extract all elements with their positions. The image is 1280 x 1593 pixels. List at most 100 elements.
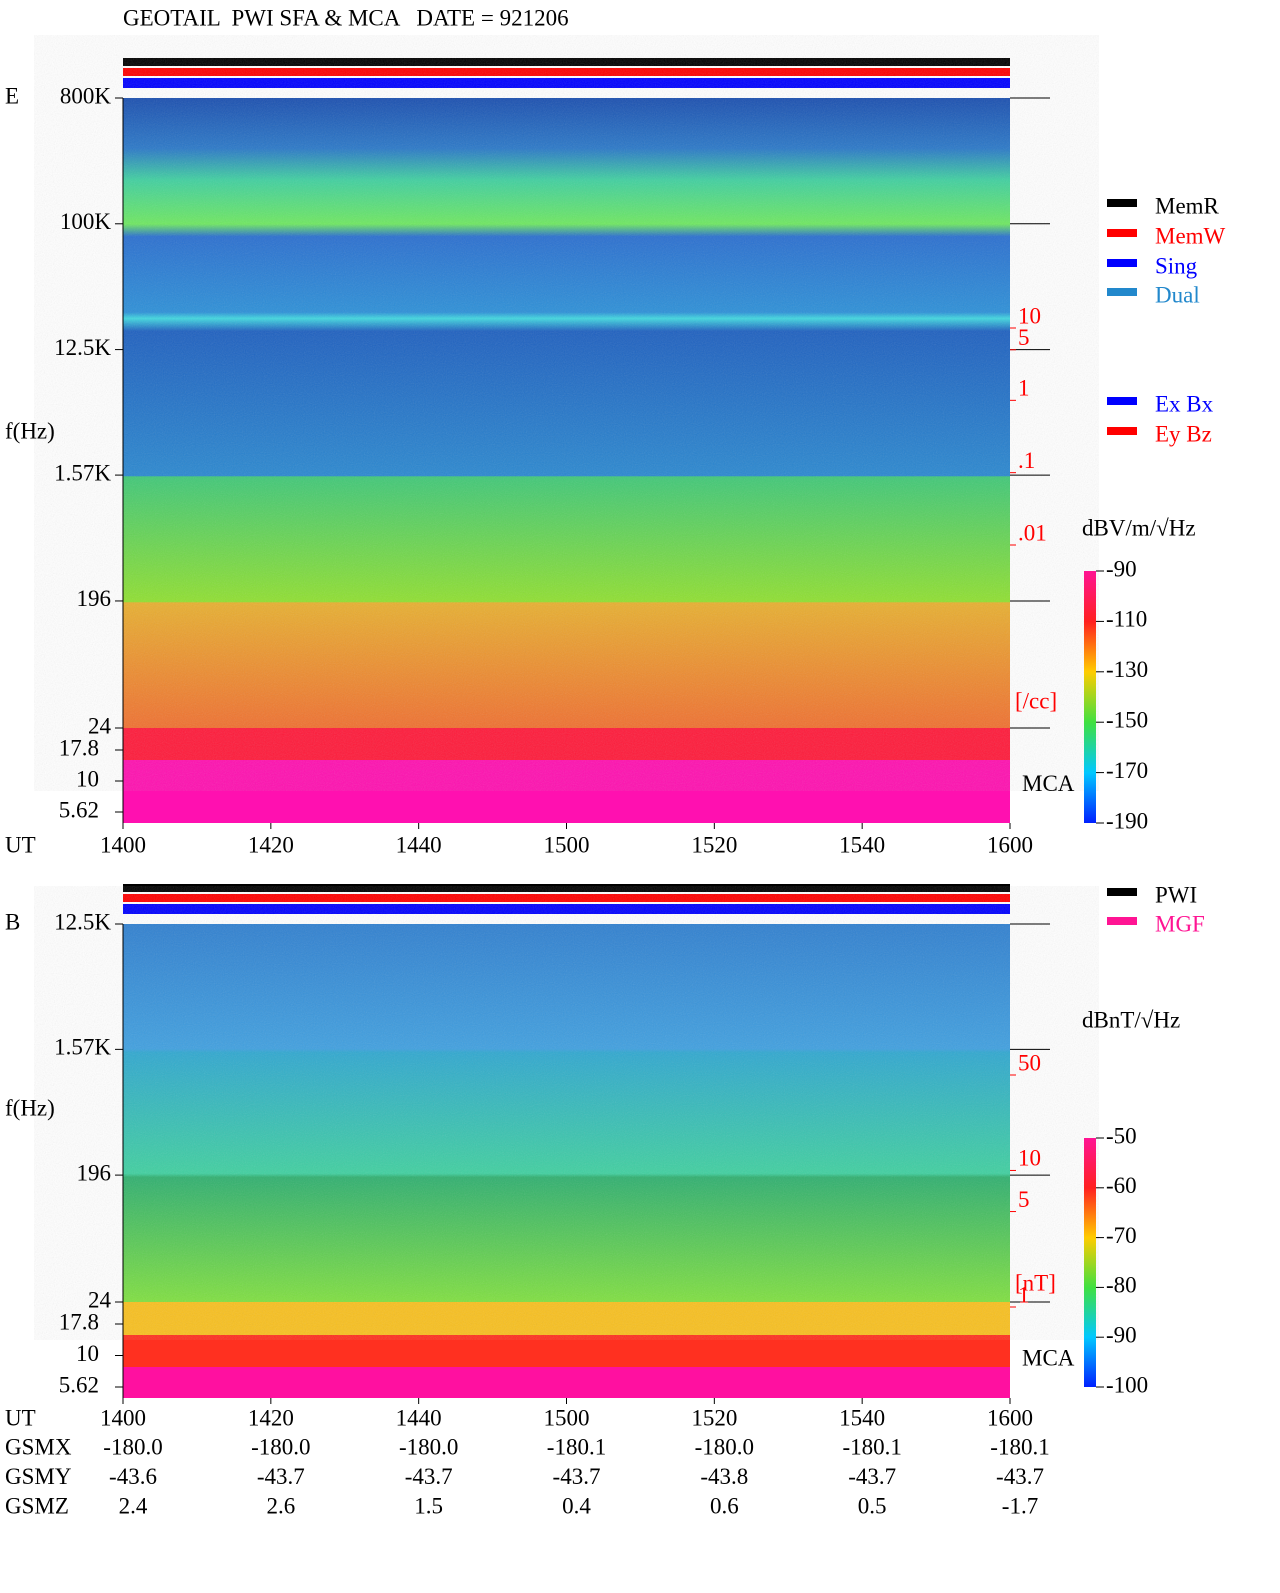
colorbar-tick-label: -150 [1106, 707, 1148, 732]
x-tick-label: 1500 [544, 832, 590, 857]
panel-label: B [5, 909, 20, 934]
x-tick-label: 1520 [691, 1405, 737, 1430]
x-tick-label: 1420 [248, 832, 294, 857]
x-tick-label: 1400 [100, 1405, 146, 1430]
orbit-value: -180.0 [103, 1434, 162, 1459]
legend-swatch [1107, 888, 1137, 896]
orbit-value: -43.7 [553, 1464, 601, 1489]
y2-tick-label: 10 [1018, 1146, 1041, 1171]
x-tick-label: 1600 [987, 1405, 1033, 1430]
legend-label: Ey Bz [1155, 421, 1212, 446]
colorbar-tick-label: -50 [1106, 1123, 1137, 1148]
y2-tick-label: 1 [1018, 1282, 1030, 1307]
colorbar-tick-label: -60 [1106, 1173, 1137, 1198]
y-tick-label: 1.57K [54, 1035, 111, 1060]
legend-swatch [1107, 259, 1137, 267]
x-axis-label: UT [5, 1405, 36, 1430]
colorbar-tick-label: -190 [1106, 808, 1148, 833]
legend-label: Ex Bx [1155, 391, 1214, 416]
orbit-value: 1.5 [414, 1493, 443, 1518]
legend-swatch [1107, 199, 1137, 207]
y2-tick-label: .01 [1018, 520, 1047, 545]
orbit-value: -180.1 [990, 1434, 1049, 1459]
y2-tick-label: 5 [1018, 325, 1030, 350]
legend-swatch [1107, 427, 1137, 435]
x-tick-label: 1440 [396, 1405, 442, 1430]
colorbar-tick-label: -70 [1106, 1223, 1137, 1248]
colorbar-label: dBV/m/√Hz [1082, 515, 1196, 540]
orbit-value: -43.7 [257, 1464, 305, 1489]
mca-tick-label: 10 [76, 1341, 99, 1366]
y-tick-label: 800K [60, 83, 112, 108]
mca-label: MCA [1022, 1345, 1075, 1370]
orbit-value: 0.5 [858, 1493, 887, 1518]
orbit-value: 2.4 [119, 1493, 148, 1518]
mca-tick-label: 10 [76, 766, 99, 791]
legend-label: Sing [1155, 253, 1198, 278]
legend-label: MGF [1155, 911, 1205, 936]
orbit-value: 2.6 [266, 1493, 295, 1518]
mca-tick-label: 5.62 [59, 797, 99, 822]
x-tick-label: 1400 [100, 832, 146, 857]
colorbar [1084, 571, 1096, 823]
x-tick-label: 1540 [839, 1405, 885, 1430]
orbit-label: GSMZ [5, 1493, 69, 1518]
orbit-value: -180.0 [251, 1434, 310, 1459]
x-tick-label: 1520 [691, 832, 737, 857]
orbit-label: GSMX [5, 1434, 72, 1459]
title: GEOTAIL PWI SFA & MCA DATE = 921206 [123, 5, 569, 30]
mca-tick-label: 17.8 [59, 1309, 99, 1334]
legend-label: MemW [1155, 223, 1226, 248]
colorbar-tick-label: -170 [1106, 758, 1148, 783]
orbit-value: -1.7 [1002, 1493, 1038, 1518]
y2-tick-label: 5 [1018, 1187, 1030, 1212]
orbit-value: -180.0 [399, 1434, 458, 1459]
legend-swatch [1107, 229, 1137, 237]
orbit-value: -43.7 [405, 1464, 453, 1489]
colorbar-tick-label: -90 [1106, 556, 1137, 581]
y-tick-label: 1.57K [54, 460, 111, 485]
y-tick-label: 24 [88, 713, 112, 738]
mca-band [123, 1367, 1010, 1398]
colorbar-tick-label: -130 [1106, 657, 1148, 682]
colorbar-tick-label: -90 [1106, 1322, 1137, 1347]
legend-label: MemR [1155, 193, 1220, 218]
mca-band [123, 760, 1010, 823]
y-tick-label: 12.5K [54, 909, 111, 934]
orbit-value: -180.0 [695, 1434, 754, 1459]
mca-band [123, 1335, 1010, 1367]
orbit-value: 0.4 [562, 1493, 591, 1518]
x-tick-label: 1500 [544, 1405, 590, 1430]
y2-axis-label: [nT] [1015, 1270, 1056, 1295]
mca-tick-label: 17.8 [59, 735, 99, 760]
mca-band [123, 728, 1010, 760]
orbit-value: -43.7 [996, 1464, 1044, 1489]
mca-label: MCA [1022, 771, 1075, 796]
legend-swatch [1107, 397, 1137, 405]
orbit-value: -43.7 [848, 1464, 896, 1489]
x-tick-label: 1420 [248, 1405, 294, 1430]
orbit-value: -43.6 [109, 1464, 157, 1489]
x-tick-label: 1440 [396, 832, 442, 857]
legend-label: PWI [1155, 882, 1197, 907]
x-tick-label: 1540 [839, 832, 885, 857]
orbit-value: -43.8 [700, 1464, 748, 1489]
y2-axis-label: [/cc] [1015, 688, 1057, 713]
y-tick-label: 196 [77, 1160, 112, 1185]
colorbar-tick-label: -110 [1106, 607, 1147, 632]
y-tick-label: 12.5K [54, 335, 111, 360]
legend-swatch [1107, 288, 1137, 296]
panel-label: E [5, 83, 19, 108]
colorbar-tick-label: -100 [1106, 1372, 1148, 1397]
y-axis-label: f(Hz) [5, 1095, 55, 1120]
mca-tick-label: 5.62 [59, 1372, 99, 1397]
orbit-value: 0.6 [710, 1493, 739, 1518]
mca-band [123, 1302, 1010, 1335]
orbit-value: -180.1 [842, 1434, 901, 1459]
y2-tick-label: 50 [1018, 1050, 1041, 1075]
y2-tick-label: 10 [1018, 303, 1041, 328]
y-tick-label: 196 [77, 586, 112, 611]
x-tick-label: 1600 [987, 832, 1033, 857]
y-tick-label: 100K [60, 209, 112, 234]
